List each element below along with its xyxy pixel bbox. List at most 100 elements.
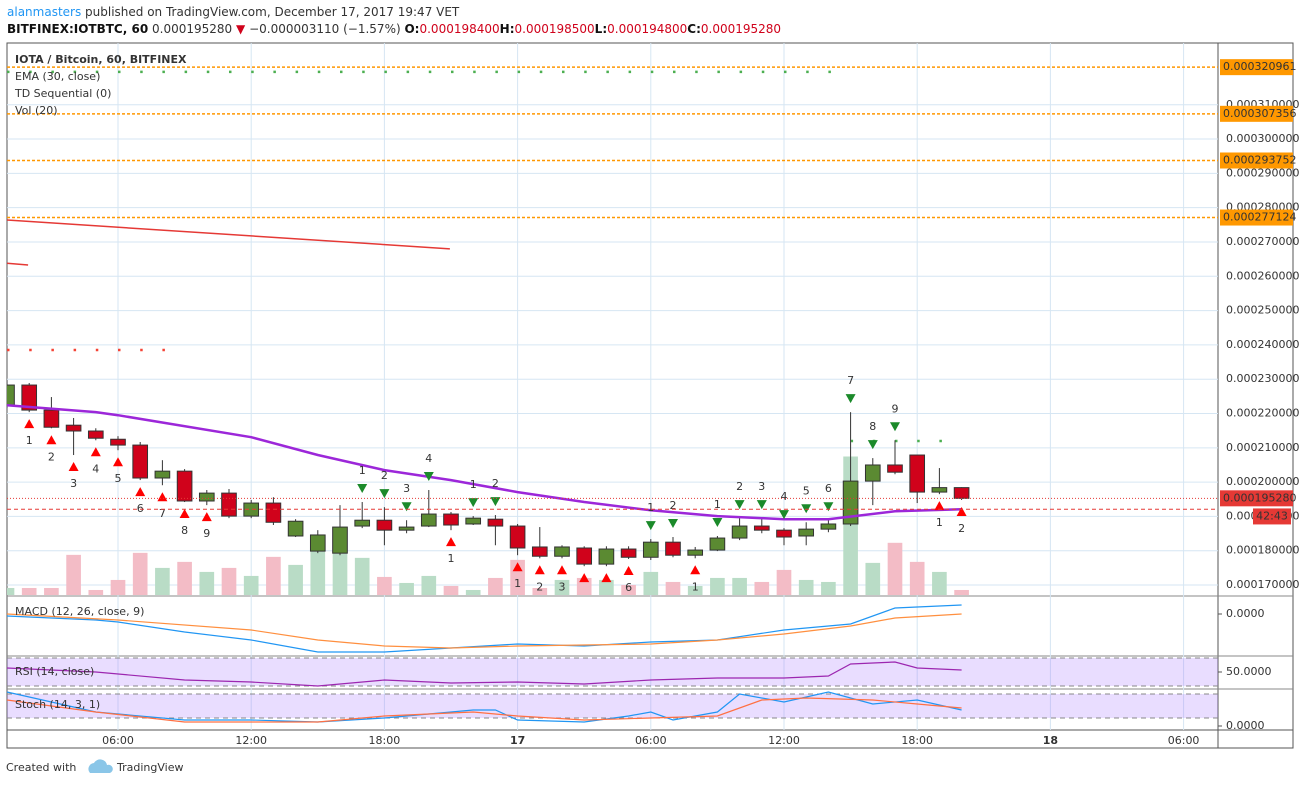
pane-title: Stoch (14, 3, 1) — [15, 698, 100, 711]
author[interactable]: alanmasters — [7, 5, 82, 19]
x-tick-label: 18:00 — [901, 734, 933, 747]
candle-body — [354, 519, 371, 527]
volume-bar — [288, 564, 303, 595]
td-count: 1 — [692, 580, 699, 593]
volume-bar — [887, 542, 903, 595]
td-count: 9 — [203, 527, 210, 540]
symbol: BITFINEX:IOTBTC, 60 — [7, 22, 149, 36]
candle-body — [287, 520, 304, 537]
volume-bar — [310, 549, 326, 595]
volume-bar — [21, 587, 37, 595]
countdown: 42:43 — [1256, 509, 1288, 522]
candle-body — [132, 444, 149, 479]
candle-body — [221, 492, 237, 517]
volume-bar — [221, 567, 237, 595]
td-count: 2 — [736, 480, 743, 493]
candle-body — [576, 547, 593, 565]
candle-body — [110, 438, 126, 446]
y-tick-label: 0.000260000 — [1226, 269, 1299, 282]
td-triangle — [667, 519, 678, 529]
ohlc-label: C: — [687, 22, 701, 36]
y-tick-label: 0.000180000 — [1226, 544, 1299, 557]
candle-body — [309, 534, 326, 552]
candle-body — [376, 519, 393, 531]
td-triangle — [401, 502, 412, 512]
ema-line — [7, 404, 962, 521]
volume-bar — [732, 577, 747, 595]
footer-brand[interactable]: TradingView — [116, 761, 183, 774]
volume-bar — [798, 579, 814, 595]
td-count: 8 — [181, 524, 188, 537]
main-pane: 1 2 3 4 5 6 7 8 9 1 1 2 3 6 1 1 2 1 2 3 4 1 2 1 2 1 2 3 4 5 6 7 8 9 — [7, 70, 970, 595]
candle-body — [198, 492, 215, 502]
candle-body — [7, 384, 15, 406]
last-price-label: 0.000195280 — [1223, 491, 1296, 504]
y-tick-label: 0.0000 — [1226, 607, 1265, 620]
td-count: 1 — [470, 478, 477, 491]
td-triangle — [201, 512, 212, 522]
candle-body — [931, 487, 948, 493]
y-tick-label: 0.000200000 — [1226, 475, 1299, 488]
candle-body — [598, 548, 615, 565]
volume-bar — [776, 569, 792, 595]
volume-bar — [421, 575, 437, 595]
td-count: 5 — [803, 484, 810, 497]
pane-title: RSI (14, close) — [15, 665, 94, 678]
volume-bar — [621, 584, 636, 595]
td-triangle — [601, 573, 612, 583]
candle-body — [709, 537, 726, 551]
volume-bar — [909, 561, 925, 595]
td-count: 7 — [847, 374, 854, 387]
y-tick-label: 0.000290000 — [1226, 166, 1299, 179]
candle-body — [665, 541, 681, 556]
last: 0.000195280 — [152, 22, 233, 36]
td-triangle — [845, 394, 856, 404]
td-triangle — [90, 447, 101, 457]
td-triangle — [889, 422, 900, 432]
level-tag — [1220, 105, 1293, 122]
td-triangle — [867, 440, 878, 450]
x-tick-label: 18 — [1043, 734, 1058, 747]
volume-bar — [865, 562, 881, 595]
candle-body — [43, 409, 60, 428]
td-triangle — [46, 435, 57, 445]
countdown-tag — [1253, 508, 1291, 525]
y-tick-label: 0.000250000 — [1226, 304, 1299, 317]
footer-created: Created with — [6, 761, 76, 774]
candle-body — [620, 548, 637, 558]
td-triangle — [423, 472, 434, 482]
candle-body — [243, 502, 260, 517]
candle-body — [798, 528, 815, 537]
td-count: 6 — [825, 482, 832, 495]
volume-bar — [354, 557, 370, 595]
candle-body — [776, 529, 792, 538]
level-label: 0.000293752 — [1223, 153, 1296, 166]
y-tick-label: 0.000210000 — [1226, 441, 1299, 454]
td-triangle — [490, 497, 501, 507]
volume-bar — [44, 587, 59, 595]
volume-bar — [488, 577, 503, 595]
volume-bar — [710, 577, 725, 595]
candle-body — [87, 430, 104, 439]
volume-bar — [599, 579, 614, 595]
td-count: 1 — [359, 464, 366, 477]
td-count: 1 — [26, 434, 33, 447]
last-price-tag — [1220, 490, 1293, 507]
pane-title: MACD (12, 26, close, 9) — [15, 605, 144, 618]
band — [7, 694, 1218, 718]
candle-body — [554, 546, 570, 557]
td-count: 2 — [492, 477, 499, 490]
td-triangle — [645, 521, 656, 531]
y-tick-label: 0.000270000 — [1226, 235, 1299, 248]
candle-body — [953, 487, 970, 499]
trendline — [7, 219, 450, 250]
td-count: 1 — [447, 552, 454, 565]
volume-bar — [110, 579, 126, 595]
td-count: 2 — [669, 499, 676, 512]
td-triangle — [579, 573, 590, 583]
td-triangle — [357, 484, 368, 494]
x-tick-label: 18:00 — [369, 734, 401, 747]
trendline — [7, 262, 29, 266]
